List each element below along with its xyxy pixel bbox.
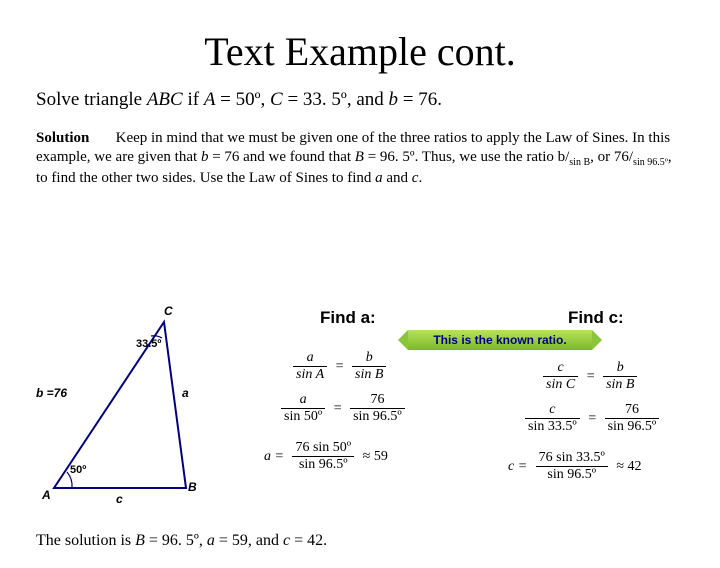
- solution-label: Solution: [36, 130, 89, 146]
- t: .: [418, 170, 422, 186]
- n: 76 sin 50º: [292, 440, 354, 456]
- rhs: ≈ 42: [616, 459, 641, 474]
- t: Find a:: [320, 308, 376, 327]
- t: = 76 and we found that: [208, 149, 354, 165]
- d: sin C: [543, 376, 578, 393]
- triangle-diagram: C 33.5º b =76 a 50º A c B: [36, 308, 236, 508]
- t: = 76.: [398, 89, 442, 110]
- C: C: [270, 89, 283, 110]
- d: sin 96.5º: [536, 466, 608, 483]
- A: A: [204, 89, 216, 110]
- n: a: [293, 350, 327, 366]
- b: b: [389, 89, 399, 110]
- r2d: sin 96.5º: [633, 157, 668, 168]
- n: 76: [350, 392, 405, 408]
- a: a: [207, 532, 215, 549]
- r1n: b: [558, 149, 566, 165]
- side-b: b =76: [36, 386, 67, 400]
- problem-statement: Solve triangle ABC if A = 50º, C = 33. 5…: [36, 89, 684, 111]
- angA: 50º: [70, 464, 86, 476]
- t: , or: [590, 149, 614, 165]
- eq-a1: asin A = bsin B: [290, 350, 389, 383]
- solution-paragraph: Solution Keep in mind that we must be gi…: [36, 129, 684, 188]
- d: sin A: [293, 366, 327, 383]
- t: = 33. 5º, and: [283, 89, 389, 110]
- B: B: [135, 532, 145, 549]
- n: 76: [605, 402, 660, 418]
- conclusion: The solution is B = 96. 5º, a = 59, and …: [36, 532, 327, 550]
- t: = 42.: [290, 532, 327, 549]
- side-a: a: [182, 386, 189, 400]
- t: Solve triangle: [36, 89, 147, 110]
- slide-title: Text Example cont.: [0, 28, 720, 75]
- t: and: [383, 170, 412, 186]
- r2n: 76: [614, 149, 629, 165]
- a: a: [375, 170, 383, 186]
- t: = 50º,: [215, 89, 270, 110]
- n: c: [525, 402, 580, 418]
- n: a: [281, 392, 325, 408]
- known-ratio-ribbon: This is the known ratio.: [408, 330, 592, 350]
- r1d: sin B: [569, 157, 590, 168]
- t: = 59, and: [215, 532, 283, 549]
- t: = 96. 5º. Thus, we use the ratio: [364, 149, 558, 165]
- t: = 96. 5º,: [145, 532, 207, 549]
- eq-c3: c = 76 sin 33.5ºsin 96.5º ≈ 42: [506, 450, 644, 483]
- rhs: ≈ 59: [363, 449, 388, 464]
- B: B: [355, 149, 364, 165]
- tri: ABC: [147, 89, 183, 110]
- n: c: [543, 360, 578, 376]
- vB: B: [188, 480, 197, 494]
- side-c: c: [116, 492, 123, 506]
- eq-c2: csin 33.5º = 76sin 96.5º: [522, 402, 662, 435]
- lhs: c =: [508, 459, 527, 474]
- vA: A: [42, 488, 51, 502]
- d: sin 96.5º: [605, 418, 660, 435]
- angC: 33.5º: [136, 338, 161, 350]
- t: Find c:: [568, 308, 624, 327]
- d: sin B: [352, 366, 386, 383]
- d: sin 33.5º: [525, 418, 580, 435]
- eq-a3: a = 76 sin 50ºsin 96.5º ≈ 59: [262, 440, 390, 473]
- n: b: [352, 350, 386, 366]
- n: b: [603, 360, 637, 376]
- d: sin 50º: [281, 408, 325, 425]
- n: 76 sin 33.5º: [536, 450, 608, 466]
- eq-a2: asin 50º = 76sin 96.5º: [278, 392, 408, 425]
- t: The solution is: [36, 532, 135, 549]
- vC: C: [164, 304, 173, 318]
- d: sin 96.5º: [292, 456, 354, 473]
- eq-c1: csin C = bsin B: [540, 360, 640, 393]
- find-a-heading: Find a:: [320, 308, 376, 328]
- find-c-heading: Find c:: [568, 308, 624, 328]
- d: sin 96.5º: [350, 408, 405, 425]
- t: if: [183, 89, 204, 110]
- d: sin B: [603, 376, 637, 393]
- lhs: a =: [264, 449, 284, 464]
